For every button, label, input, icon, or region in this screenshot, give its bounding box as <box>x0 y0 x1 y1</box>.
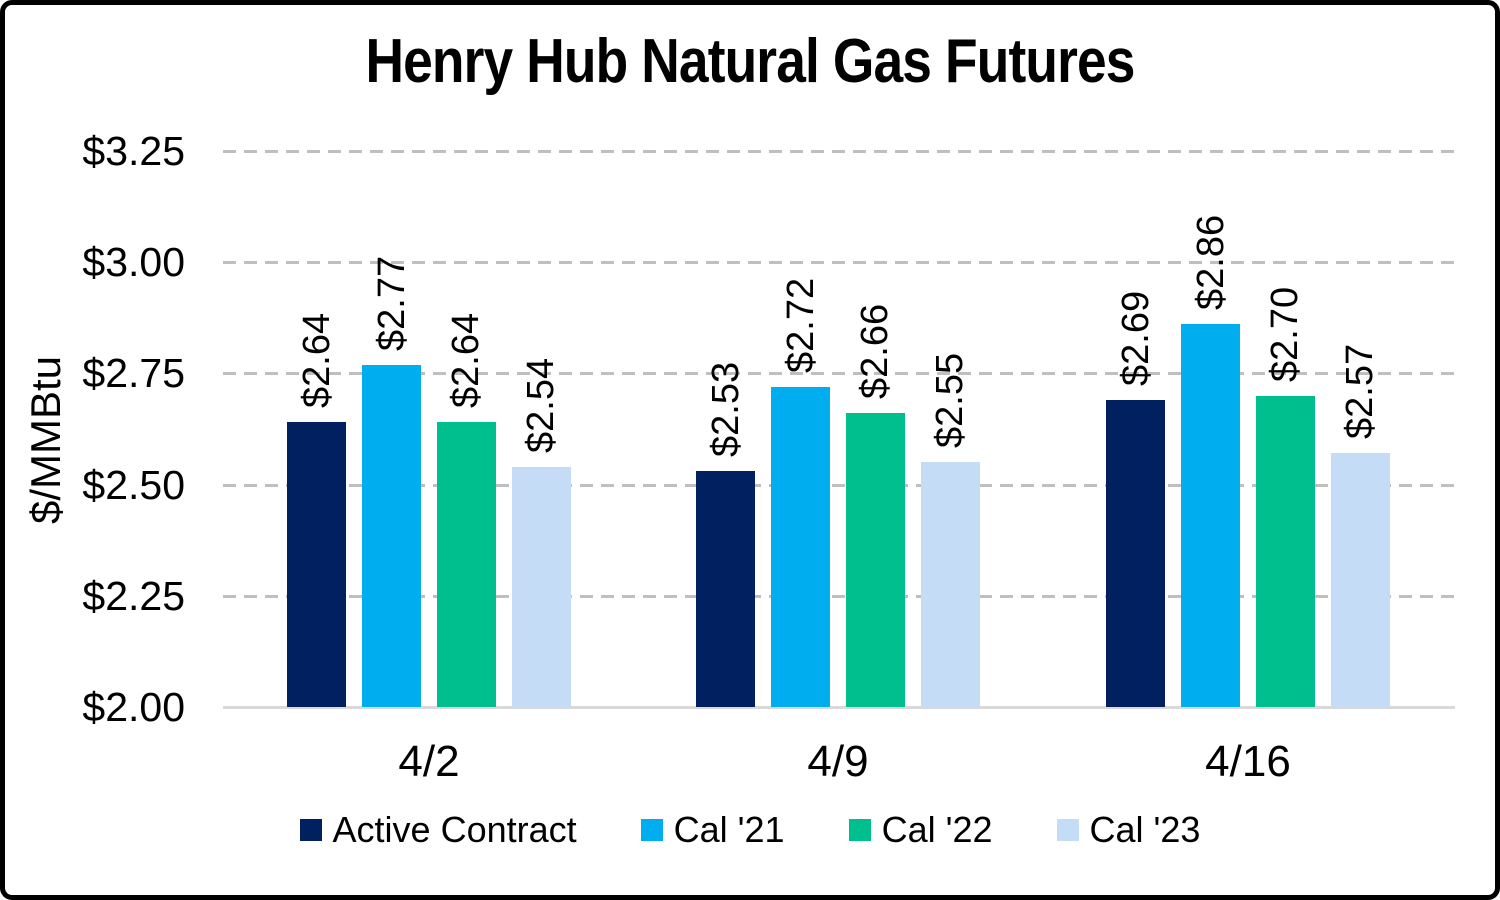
y-gridline <box>223 372 1455 376</box>
y-tick-label: $2.00 <box>82 684 185 730</box>
bar-value-label: $2.72 <box>779 277 822 373</box>
bar-value-label: $2.69 <box>1114 290 1157 387</box>
bar-value-label: $2.77 <box>370 255 413 351</box>
legend-label: Cal '23 <box>1089 809 1201 850</box>
bar-4-16-cal-21 <box>1181 324 1241 707</box>
legend-swatch-icon <box>299 819 322 841</box>
bar-4-16-cal-23 <box>1330 453 1390 707</box>
bar-value-label: $2.64 <box>445 313 488 409</box>
bar-4-16-cal-22 <box>1255 395 1315 707</box>
legend-item-active-contract: Active Contract <box>299 808 577 852</box>
x-tick-label-4-9: 4/9 <box>807 737 869 786</box>
bar-value-label: $2.57 <box>1339 344 1382 440</box>
y-tick-label: $2.50 <box>82 461 185 508</box>
legend-swatch-icon <box>848 819 871 841</box>
bar-value-label: $2.64 <box>295 313 338 409</box>
legend-label: Cal '21 <box>673 809 785 850</box>
x-axis-line <box>223 706 1455 709</box>
bar-value-label: $2.70 <box>1264 286 1307 382</box>
bar-value-label: $2.66 <box>854 304 897 400</box>
legend-label: Cal '22 <box>881 809 993 850</box>
bar-4-16-active-contract <box>1106 400 1166 707</box>
bar-4-9-cal-22 <box>845 413 905 707</box>
legend: Active Contract Cal '21 Cal '22 Cal '23 <box>0 808 1500 852</box>
x-tick-label-4-16: 4/16 <box>1205 737 1291 786</box>
bar-4-2-cal-22 <box>436 422 496 707</box>
legend-item-cal-21: Cal '21 <box>640 808 785 852</box>
bar-4-2-cal-23 <box>511 466 571 707</box>
bar-value-label: $2.55 <box>929 353 972 449</box>
bar-value-label: $2.86 <box>1189 215 1232 311</box>
legend-item-cal-22: Cal '22 <box>848 808 993 852</box>
bar-value-label: $2.54 <box>520 357 563 453</box>
bar-value-label: $2.53 <box>704 362 747 458</box>
bar-4-9-cal-21 <box>771 386 831 707</box>
y-tick-label: $2.25 <box>82 572 185 619</box>
legend-item-cal-23: Cal '23 <box>1056 808 1201 852</box>
y-tick-label: $2.75 <box>82 350 185 397</box>
y-tick-label: $3.00 <box>82 239 185 286</box>
y-gridline <box>223 594 1455 598</box>
y-gridline <box>223 261 1455 265</box>
bar-4-2-cal-21 <box>362 364 422 707</box>
legend-swatch-icon <box>1056 819 1079 841</box>
chart-title: Henry Hub Natural Gas Futures <box>365 27 1135 96</box>
y-gridline <box>223 150 1455 153</box>
bar-4-9-active-contract <box>696 471 756 707</box>
legend-label: Active Contract <box>332 809 577 850</box>
bar-4-2-active-contract <box>287 422 347 707</box>
y-tick-label: $3.25 <box>82 128 185 174</box>
bar-4-9-cal-23 <box>920 462 980 707</box>
y-gridline <box>223 483 1455 487</box>
legend-swatch-icon <box>640 819 663 841</box>
x-tick-label-4-2: 4/2 <box>398 737 460 786</box>
